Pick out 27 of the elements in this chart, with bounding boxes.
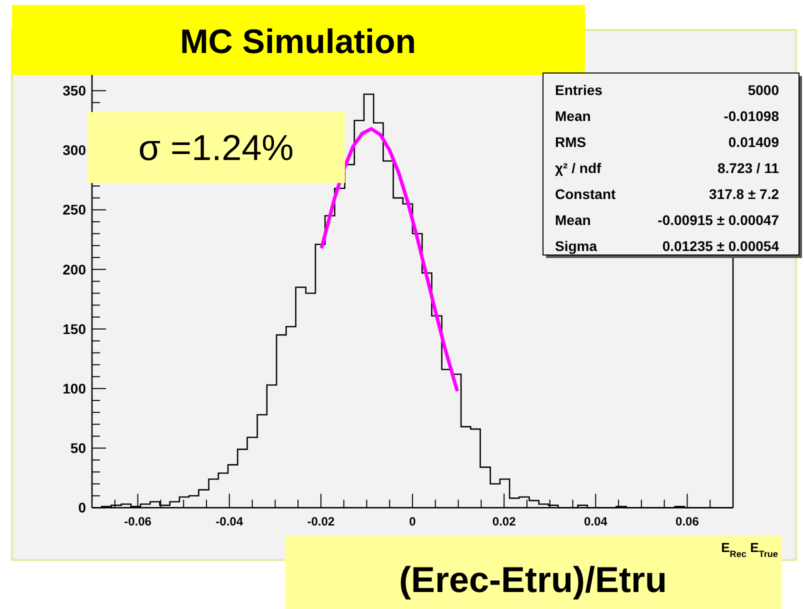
text: RMS 0.01409 (555, 134, 779, 150)
chart-title: MC Simulation (180, 23, 416, 61)
text: Mean -0.00915 ± 0.00047 (555, 212, 779, 228)
text: Sigma 0.01235 ± 0.00054 (555, 238, 779, 254)
y-tick-label: 300 (62, 142, 86, 158)
text: χ² / ndf 8.723 / 11 (555, 160, 779, 176)
x-tick-label: 0.04 (584, 514, 608, 529)
y-tick-label: 350 (62, 82, 86, 99)
x-axis-title: E$_{Rec}$ E$_{True}$ (721, 540, 778, 559)
y-tick-label: 150 (62, 320, 86, 337)
x-tick-label: -0.06 (124, 514, 152, 529)
annotation: σ =1.24% (138, 127, 294, 168)
text: Mean -0.01098 (555, 108, 779, 124)
y-tick-label: 250 (62, 202, 86, 218)
x-tick-label: 0.06 (676, 514, 700, 529)
y-tick-label: 100 (62, 380, 86, 396)
y-tick-label: 200 (62, 261, 86, 278)
x-tick-label: 0 (409, 514, 416, 529)
x-tick-label: -0.02 (307, 514, 335, 529)
text: (Erec-Etru)/Etru (398, 559, 668, 600)
line-series (320, 127, 459, 392)
x-tick-label: 0.02 (492, 514, 516, 529)
y-tick-label: 50 (70, 440, 86, 456)
x-tick-label: -0.04 (216, 514, 244, 529)
text: Entries 5000 (555, 82, 779, 98)
y-tick-label: 0 (78, 500, 86, 516)
text: Constant 317.8 ± 7.2 (555, 186, 779, 202)
